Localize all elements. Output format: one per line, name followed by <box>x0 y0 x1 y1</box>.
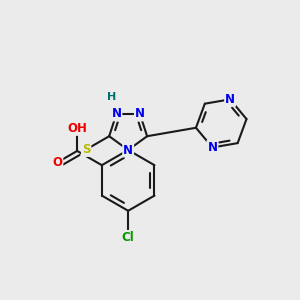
Text: N: N <box>135 107 145 120</box>
Text: N: N <box>111 107 122 120</box>
Text: H: H <box>107 92 116 102</box>
Text: N: N <box>225 93 235 106</box>
Text: N: N <box>207 141 218 154</box>
Text: N: N <box>123 143 133 157</box>
Text: H: H <box>72 122 82 135</box>
Text: OH: OH <box>67 122 87 135</box>
Text: O: O <box>52 156 62 169</box>
Text: Cl: Cl <box>122 231 134 244</box>
Text: S: S <box>82 143 90 156</box>
